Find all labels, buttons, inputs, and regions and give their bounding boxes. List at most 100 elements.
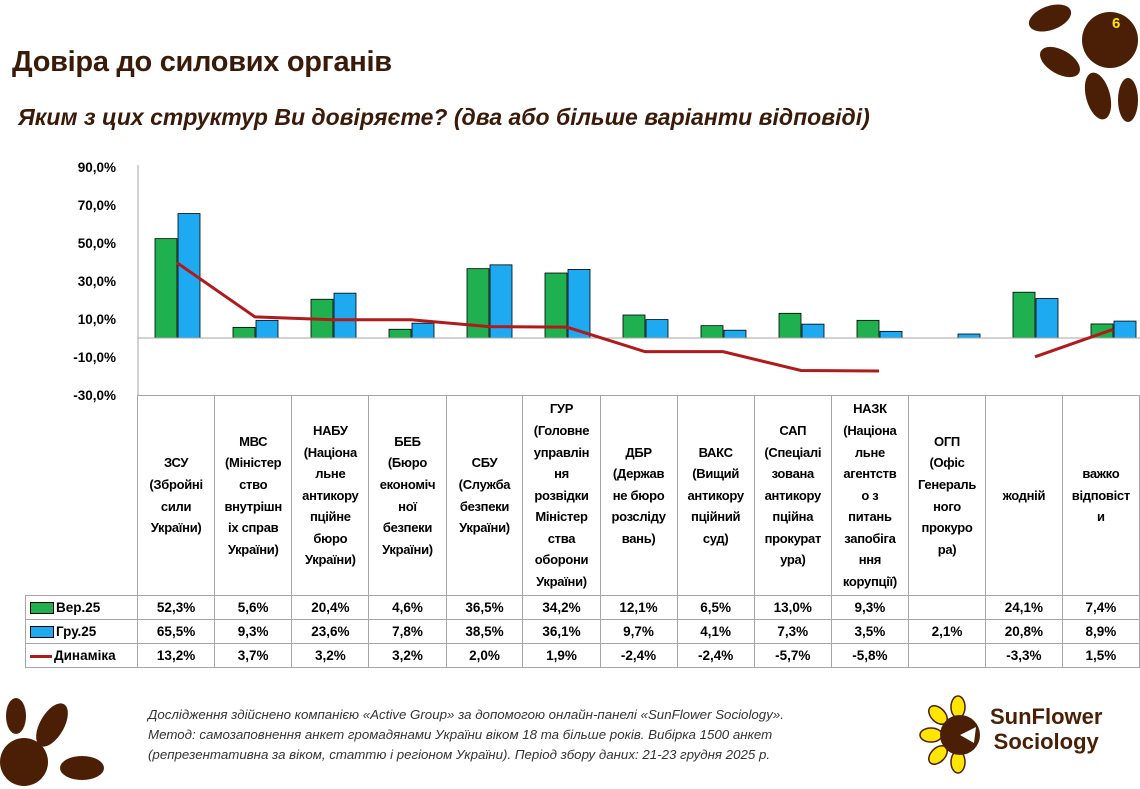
value-cell: -3,3% bbox=[985, 643, 1063, 668]
value-cell: 12,1% bbox=[599, 595, 678, 620]
category-label: жодній bbox=[985, 395, 1063, 596]
bar-ver25 bbox=[700, 325, 724, 339]
bar-gru25 bbox=[411, 322, 435, 339]
category-label: САП (Спеціалі зована антикору пційна про… bbox=[753, 395, 832, 596]
y-tick-label: -10,0% bbox=[73, 350, 116, 365]
logo-line: Sociology bbox=[993, 729, 1099, 754]
category-label: ЗСУ (Збройні сили України) bbox=[137, 395, 216, 596]
value-cell bbox=[907, 643, 987, 668]
value-cell: 3,5% bbox=[830, 619, 909, 644]
bar-ver25 bbox=[232, 326, 256, 339]
value-cell: 20,4% bbox=[291, 595, 370, 620]
value-cell: 3,7% bbox=[214, 643, 293, 668]
category-label: БЕБ (Бюро економіч ної безпеки України) bbox=[368, 395, 447, 596]
value-cell: 2,0% bbox=[445, 643, 524, 668]
methodology-note: Дослідження здійснено компанією «Active … bbox=[148, 705, 784, 765]
value-cell: -5,7% bbox=[753, 643, 832, 668]
value-cell: 36,5% bbox=[445, 595, 524, 620]
y-tick-label: 90,0% bbox=[78, 160, 116, 175]
category-label: МВС (Міністер ство внутрішн іх справ Укр… bbox=[214, 395, 293, 596]
value-cell: 38,5% bbox=[445, 619, 524, 644]
dynamics-line bbox=[1034, 328, 1114, 359]
category-label: ГУР (Головне управлін ня розвідки Мініст… bbox=[522, 395, 601, 596]
value-cell: 23,6% bbox=[291, 619, 370, 644]
bar-gru25 bbox=[645, 319, 669, 339]
flower-decoration-top-right-icon bbox=[1028, 4, 1138, 122]
y-tick-label: 70,0% bbox=[78, 198, 116, 213]
value-cell: -2,4% bbox=[676, 643, 755, 668]
value-cell: 9,3% bbox=[830, 595, 909, 620]
bar-ver25 bbox=[778, 312, 802, 339]
value-cell bbox=[907, 595, 987, 620]
y-tick-label: 50,0% bbox=[78, 236, 116, 251]
footer-line: Метод: самозаповнення анкет громадянами … bbox=[148, 727, 773, 742]
value-cell: 52,3% bbox=[137, 595, 216, 620]
footer-line: (репрезентативна за віком, статтю і регі… bbox=[148, 747, 771, 762]
value-cell: -5,8% bbox=[830, 643, 909, 668]
sunflower-logo-icon bbox=[919, 695, 980, 774]
question-subtitle: Яким з цих структур Ви довіряєте? (два а… bbox=[18, 104, 870, 130]
table-corner bbox=[25, 395, 139, 596]
legend-entry: Динаміка bbox=[24, 643, 139, 668]
dynamics-line bbox=[176, 261, 880, 373]
table-row: Гру.25 65,5% 9,3% 23,6% 7,8% 38,5% 36,1% 9,7% 4,… bbox=[24, 619, 1140, 644]
category-label: важко відповіст и bbox=[1061, 395, 1140, 596]
legend-swatch-icon bbox=[30, 626, 54, 639]
bar-gru25 bbox=[1113, 320, 1137, 339]
value-cell: 6,5% bbox=[676, 595, 755, 620]
bar-gru25 bbox=[255, 319, 279, 339]
bar-gru25 bbox=[1035, 298, 1059, 339]
value-cell: 65,5% bbox=[137, 619, 216, 644]
legend-entry: Вер.25 bbox=[24, 595, 139, 620]
legend-entry: Гру.25 bbox=[24, 619, 139, 644]
data-table: ЗСУ (Збройні сили України) МВС (Міністер … bbox=[24, 395, 1140, 668]
legend-label: Гру.25 bbox=[56, 624, 97, 639]
y-tick-label: 30,0% bbox=[78, 274, 116, 289]
legend-label: Динаміка bbox=[54, 648, 116, 663]
footer-line: Дослідження здійснено компанією «Active … bbox=[148, 707, 784, 722]
category-label: СБУ (Служба безпеки України) bbox=[445, 395, 524, 596]
bar-gru25 bbox=[723, 329, 747, 339]
bar-gru25 bbox=[801, 323, 825, 339]
value-cell: 7,4% bbox=[1061, 595, 1140, 620]
value-cell: 13,0% bbox=[753, 595, 832, 620]
value-cell: 20,8% bbox=[985, 619, 1063, 644]
bar-gru25 bbox=[879, 330, 903, 339]
legend-label: Вер.25 bbox=[56, 600, 101, 615]
bar-ver25 bbox=[388, 328, 412, 339]
value-cell: 9,3% bbox=[214, 619, 293, 644]
value-cell: 9,7% bbox=[599, 619, 678, 644]
y-tick-label: 10,0% bbox=[78, 312, 116, 327]
legend-line-icon bbox=[30, 654, 52, 658]
value-cell: 13,2% bbox=[137, 643, 216, 668]
page-title: Довіра до силових органів bbox=[12, 46, 392, 78]
value-cell: 1,5% bbox=[1061, 643, 1140, 668]
logo-line: SunFlower bbox=[990, 704, 1103, 729]
category-label: НАЗК (Націона льне агентств о з питань з… bbox=[830, 395, 909, 596]
value-cell: 1,9% bbox=[522, 643, 601, 668]
table-row: Динаміка 13,2% 3,7% 3,2% 3,2% 2,0% 1,9% -2,4% -2… bbox=[24, 643, 1140, 668]
value-cell: 34,2% bbox=[522, 595, 601, 620]
brand-logo-text: SunFlower Sociology bbox=[990, 704, 1102, 754]
value-cell: 2,1% bbox=[907, 619, 987, 644]
bar-ver25 bbox=[1012, 291, 1036, 339]
value-cell: 36,1% bbox=[522, 619, 601, 644]
value-cell: 24,1% bbox=[985, 595, 1063, 620]
value-cell: 8,9% bbox=[1061, 619, 1140, 644]
bar-ver25 bbox=[154, 238, 178, 339]
value-cell: 4,6% bbox=[368, 595, 447, 620]
value-cell: 3,2% bbox=[368, 643, 447, 668]
table-row: Вер.25 52,3% 5,6% 20,4% 4,6% 36,5% 34,2% 12,1% 6… bbox=[24, 595, 1140, 620]
bar-gru25 bbox=[957, 333, 981, 339]
value-cell: -2,4% bbox=[599, 643, 678, 668]
value-cell: 4,1% bbox=[676, 619, 755, 644]
category-label: ДБР (Держав не бюро розсліду вань) bbox=[599, 395, 678, 596]
value-cell: 7,8% bbox=[368, 619, 447, 644]
category-label: НАБУ (Націона льне антикору пційне бюро … bbox=[291, 395, 370, 596]
bar-ver25 bbox=[856, 319, 880, 339]
category-label: ОГП (Офіс Генераль ного прокуро ра) bbox=[907, 395, 987, 596]
value-cell: 3,2% bbox=[291, 643, 370, 668]
bar-gru25 bbox=[333, 292, 357, 339]
value-cell: 7,3% bbox=[753, 619, 832, 644]
